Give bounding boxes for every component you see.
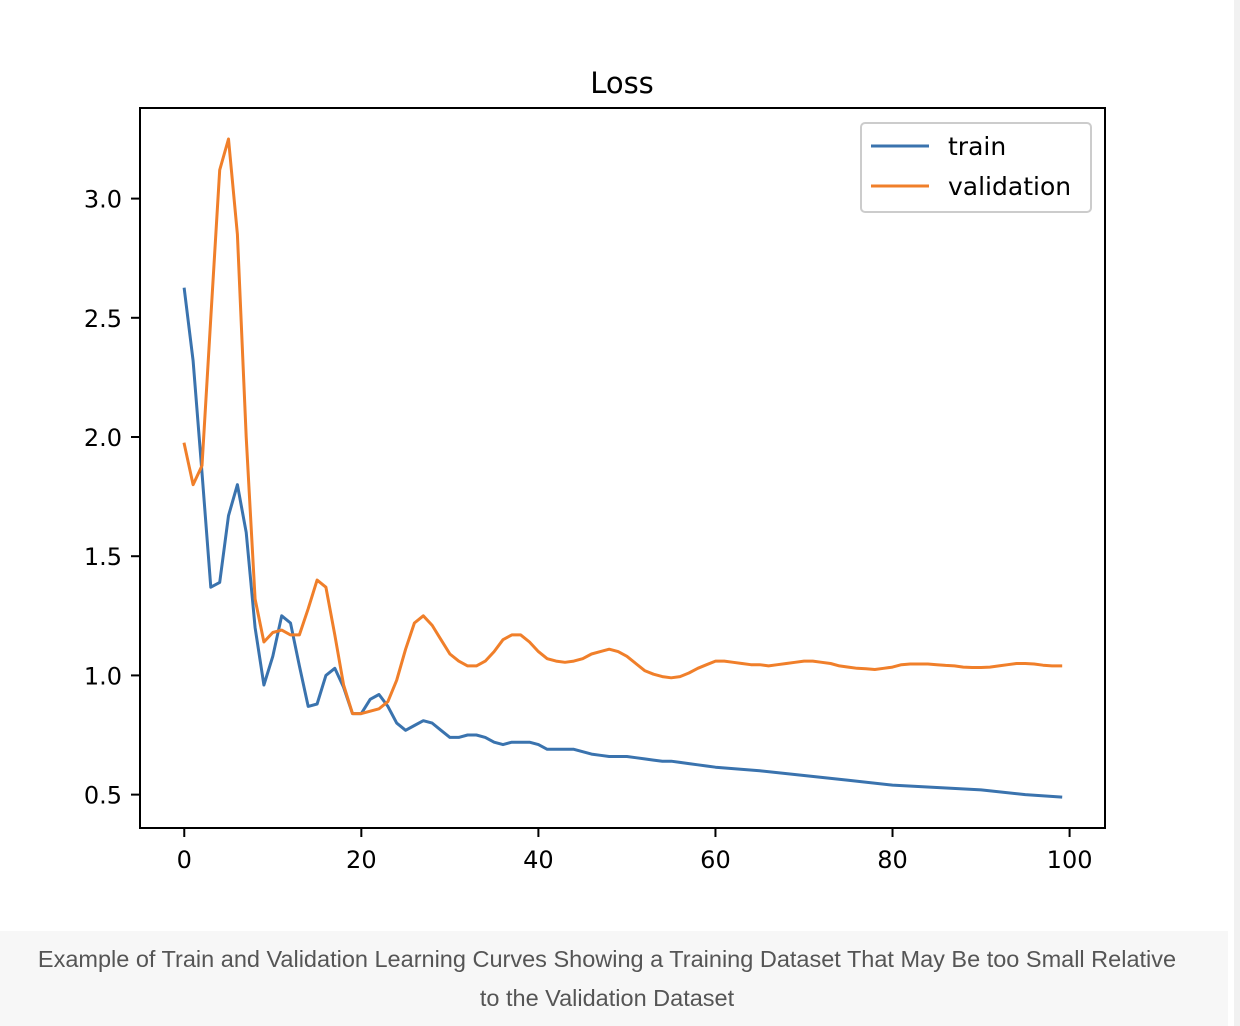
figure-caption: Example of Train and Validation Learning… [0,940,1228,1018]
caption-line-2: to the Validation Dataset [479,984,735,1011]
chart-title: Loss [590,66,654,100]
figure-caption-box: Example of Train and Validation Learning… [0,931,1228,1026]
x-tick-label: 80 [877,846,908,874]
plot-area-frame [139,107,1106,829]
legend-label-validation: validation [948,172,1071,201]
y-tick-label: 1.0 [84,662,122,690]
page-right-border [1234,0,1240,1026]
axis-ticks: 0 20 40 60 80 100 0.5 1.0 1.5 2.0 2.5 3.0 [84,186,1093,874]
y-tick-label: 2.0 [84,424,122,452]
x-tick-label: 40 [523,846,554,874]
loss-chart: Loss 0 20 40 60 80 100 0.5 1.0 1.5 2.0 2.5 3.0 trai… [84,66,1106,874]
x-tick-label: 0 [177,846,192,874]
series-lines [182,137,1063,799]
y-tick-label: 1.5 [84,543,122,571]
legend-label-train: train [948,132,1006,161]
caption-line-1: Example of Train and Validation Learning… [37,945,1177,972]
x-tick-label: 20 [346,846,377,874]
y-tick-label: 2.5 [84,305,122,333]
series-line-train [182,287,1063,799]
series-line-validation [182,137,1063,716]
x-tick-label: 60 [700,846,731,874]
y-tick-label: 3.0 [84,186,122,214]
legend: train validation [860,122,1092,213]
y-tick-label: 0.5 [84,782,122,810]
x-tick-label: 100 [1047,846,1093,874]
